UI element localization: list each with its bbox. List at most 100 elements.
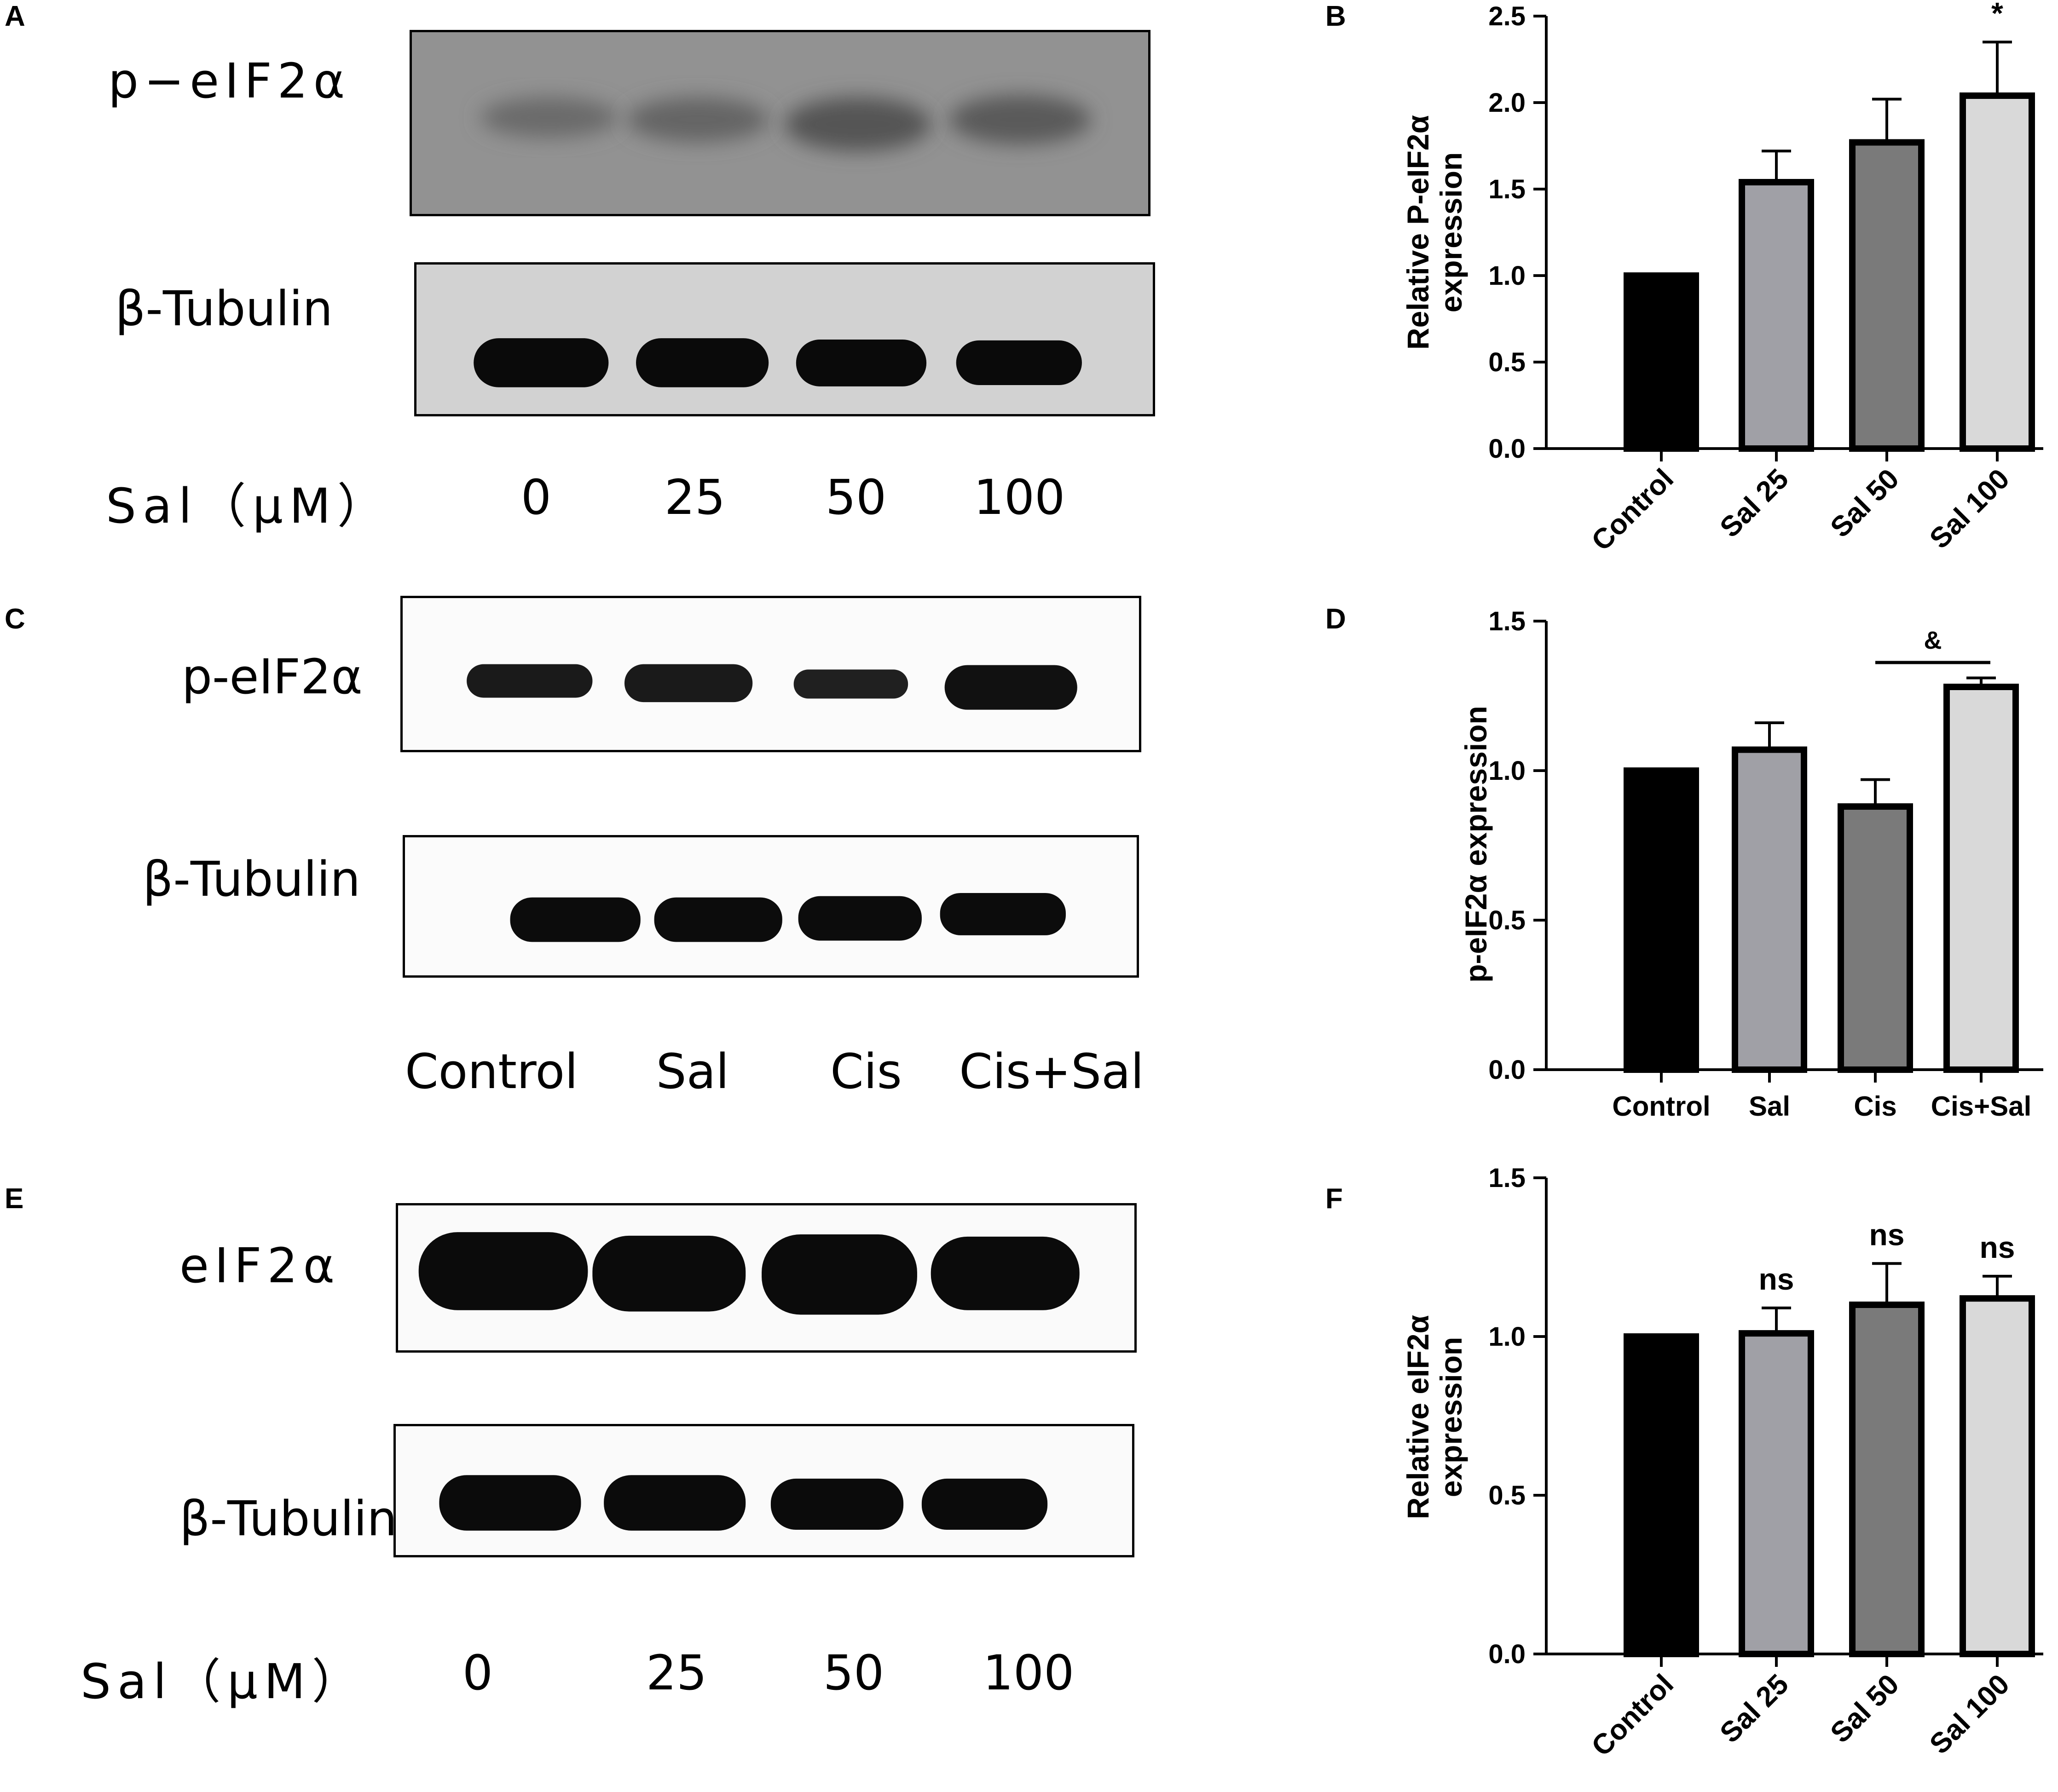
- blot-c-lane-label: Cis: [830, 1043, 902, 1100]
- y-tick-label: 0.0: [1488, 1639, 1526, 1669]
- y-axis-label: p-eIF2α expression: [1459, 706, 1493, 983]
- y-tick-label: 0.0: [1488, 1055, 1526, 1085]
- y-axis-label: expression: [1434, 1337, 1468, 1498]
- blot-e-loading: [393, 1424, 1134, 1557]
- panel-letter-a: A: [5, 0, 25, 32]
- bar: [1960, 1295, 2035, 1657]
- y-tick-label: 1.0: [1488, 756, 1526, 786]
- bar: [1624, 767, 1699, 1073]
- y-tick-label: 1.5: [1488, 606, 1526, 636]
- band: [784, 97, 931, 151]
- y-tick-label: 0.5: [1488, 905, 1526, 935]
- blot-e-target-label: eIF2α: [179, 1238, 341, 1294]
- y-tick-label: 1.5: [1488, 1163, 1526, 1193]
- chart-b: 0.0 0.5 1.0 1.5 2.0 2.5 Relative P-eIF2α expres…: [0, 0, 2058, 600]
- blot-a-lane-label: 0: [520, 469, 552, 525]
- band: [592, 1235, 746, 1312]
- panel-letter-b: B: [1325, 0, 1346, 32]
- band: [798, 896, 922, 941]
- y-axis-label: Relative eIF2α: [1401, 1315, 1435, 1519]
- y-axis-label: expression: [1434, 152, 1468, 313]
- x-tick-label: Sal 100: [1924, 1668, 2016, 1760]
- band: [510, 897, 641, 942]
- band: [654, 897, 782, 942]
- bracket-label: &: [1924, 627, 1942, 654]
- blot-e-lane-label: 25: [646, 1645, 707, 1701]
- band: [467, 664, 593, 698]
- y-tick-label: 1.0: [1488, 1322, 1526, 1352]
- blot-a-target: [410, 30, 1150, 216]
- bar-chart-d: 0.0 0.5 1.0 1.5 p-eIF2α expression Control Sal…: [1459, 606, 2043, 1122]
- band: [940, 893, 1066, 935]
- band: [931, 1236, 1080, 1310]
- band: [944, 665, 1077, 710]
- blot-c-target: [400, 596, 1141, 752]
- panel-letter-f: F: [1325, 1183, 1343, 1215]
- blot-a-loading-label: β-Tubulin: [115, 281, 333, 337]
- y-tick-label: 1.0: [1488, 261, 1526, 291]
- band: [956, 340, 1082, 385]
- blot-a-loading: [414, 262, 1155, 416]
- blot-c-loading-label: β-Tubulin: [143, 851, 361, 907]
- band: [921, 1478, 1048, 1530]
- bar: [1739, 179, 1814, 452]
- x-tick-label: Sal 50: [1824, 1668, 1905, 1749]
- band: [418, 1232, 588, 1310]
- blot-a-lane-label: 100: [973, 469, 1065, 525]
- y-tick-label: 0.0: [1488, 434, 1526, 464]
- x-tick-label: Cis: [1854, 1091, 1896, 1122]
- band: [636, 338, 769, 387]
- band: [796, 339, 927, 386]
- blot-e-concentration-label: Sal（μM）: [81, 1654, 366, 1710]
- blot-a-lane-label: 50: [825, 469, 887, 525]
- x-tick-label: Sal: [1749, 1091, 1790, 1122]
- blot-e-lane-label: 100: [983, 1645, 1075, 1701]
- y-tick-label: 1.5: [1488, 174, 1526, 204]
- blot-a-target-label: p−eIF2α: [108, 53, 351, 109]
- x-tick-label: Control: [1612, 1091, 1710, 1122]
- panel-letter-e: E: [5, 1183, 24, 1215]
- bar: [1849, 1302, 1925, 1657]
- band: [770, 1478, 904, 1530]
- x-tick-label: Cis+Sal: [1931, 1091, 2031, 1122]
- bar: [1732, 746, 1807, 1073]
- band: [627, 97, 769, 142]
- significance-label: *: [1991, 0, 2003, 30]
- blot-e-lane-label: 0: [462, 1645, 493, 1701]
- bar: [1739, 1330, 1814, 1658]
- band: [604, 1475, 746, 1531]
- bar-chart-b: 0.0 0.5 1.0 1.5 2.0 2.5 Relative P-eIF2αexpres…: [1401, 0, 2043, 557]
- band: [762, 1234, 917, 1315]
- panel-letter-c: C: [5, 603, 25, 635]
- blot-e-loading-label: β-Tubulin: [179, 1491, 398, 1547]
- band: [949, 95, 1091, 144]
- chart-d: 0.0 0.5 1.0 1.5 p-eIF2α expression Control Sal…: [1459, 606, 2043, 1122]
- blot-c-target-label: p-eIF2α: [182, 649, 363, 705]
- y-tick-label: 2.0: [1488, 88, 1526, 118]
- bar: [1960, 92, 2035, 452]
- x-tick-label: Control: [1585, 1668, 1680, 1763]
- y-tick-label: 0.5: [1488, 347, 1526, 377]
- significance-label: ns: [1979, 1230, 2015, 1264]
- band: [439, 1475, 581, 1531]
- y-axis-label: Relative P-eIF2α: [1401, 115, 1435, 350]
- blot-c-lane-label: Cis+Sal: [959, 1043, 1144, 1100]
- band: [480, 97, 618, 138]
- blot-c-lane-label: Control: [405, 1043, 578, 1100]
- blot-a-lane-label: 25: [664, 469, 726, 525]
- y-tick-label: 0.5: [1488, 1481, 1526, 1510]
- blot-e-target: [396, 1203, 1137, 1353]
- band: [474, 338, 609, 387]
- significance-label: ns: [1869, 1217, 1904, 1251]
- band: [793, 669, 908, 699]
- bar: [1624, 1333, 1699, 1657]
- panel-letter-d: D: [1325, 603, 1346, 635]
- blot-e-lane-label: 50: [823, 1645, 884, 1701]
- y-tick-label: 2.5: [1488, 1, 1526, 31]
- significance-label: ns: [1758, 1262, 1794, 1296]
- blot-c-loading: [403, 835, 1139, 978]
- blot-c-lane-label: Sal: [656, 1043, 729, 1100]
- x-tick-label: Sal 25: [1714, 1668, 1795, 1749]
